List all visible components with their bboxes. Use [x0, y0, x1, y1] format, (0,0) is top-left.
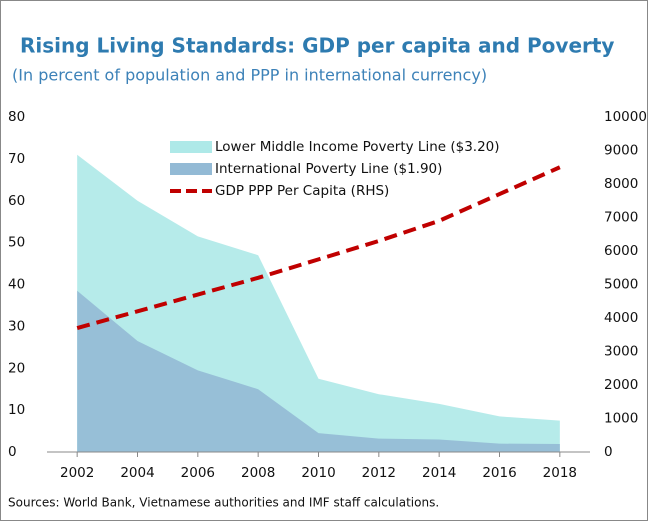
- y2-tick-label: 3000: [604, 344, 638, 360]
- y-tick-label: 60: [8, 193, 25, 209]
- y-tick-label: 70: [8, 151, 25, 167]
- legend-swatch: [170, 163, 212, 175]
- x-tick-label: 2014: [422, 465, 456, 481]
- y2-tick-label: 9000: [604, 143, 638, 159]
- y2-tick-label: 1000: [604, 411, 638, 427]
- x-tick-label: 2010: [301, 465, 335, 481]
- y-tick-label: 30: [8, 318, 25, 334]
- legend-label: International Poverty Line ($1.90): [215, 161, 442, 177]
- x-tick-label: 2018: [543, 465, 577, 481]
- chart-title: Rising Living Standards: GDP per capita …: [20, 34, 614, 58]
- y-tick-label: 20: [8, 360, 25, 376]
- y-tick-label: 80: [8, 109, 25, 125]
- y2-tick-label: 5000: [604, 277, 638, 293]
- y2-tick-label: 6000: [604, 243, 638, 259]
- x-tick-label: 2006: [181, 465, 215, 481]
- legend-label: GDP PPP Per Capita (RHS): [215, 183, 389, 199]
- y-tick-label: 10: [8, 402, 25, 418]
- x-tick-label: 2008: [241, 465, 275, 481]
- area: [77, 290, 560, 452]
- y2-tick-label: 10000: [604, 109, 647, 125]
- legend-label: Lower Middle Income Poverty Line ($3.20): [215, 139, 500, 155]
- y-tick-label: 50: [8, 235, 25, 251]
- y2-tick-label: 7000: [604, 210, 638, 226]
- y-tick-label: 40: [8, 277, 25, 293]
- y2-tick-label: 2000: [604, 377, 638, 393]
- y2-tick-label: 4000: [604, 310, 638, 326]
- x-tick-label: 2016: [482, 465, 516, 481]
- y2-tick-label: 8000: [604, 176, 638, 192]
- y2-tick-label: 0: [604, 444, 613, 460]
- line: [76, 165, 561, 330]
- x-tick-label: 2004: [120, 465, 154, 481]
- legend-swatch: [170, 141, 212, 153]
- source-note: Sources: World Bank, Vietnamese authorit…: [8, 496, 439, 510]
- x-tick-label: 2012: [362, 465, 396, 481]
- chart-subtitle: (In percent of population and PPP in int…: [12, 66, 487, 85]
- x-tick-label: 2002: [60, 465, 94, 481]
- y-tick-label: 0: [8, 444, 17, 460]
